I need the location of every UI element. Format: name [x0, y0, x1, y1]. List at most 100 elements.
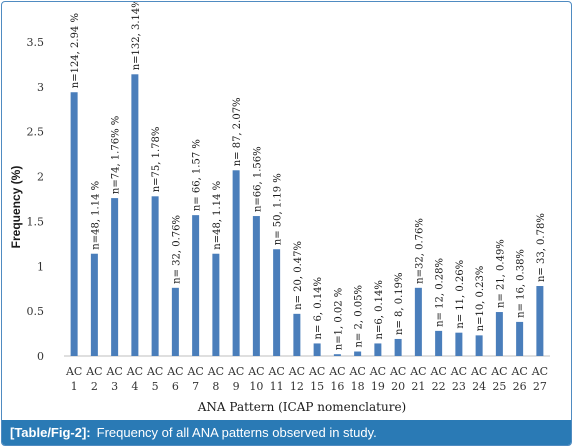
- x-tick-label: AC: [267, 365, 284, 378]
- bar: [252, 216, 260, 356]
- x-tick-number: 9: [233, 380, 240, 393]
- bar: [171, 287, 179, 356]
- x-tick-number: 18: [351, 380, 365, 393]
- data-label: n= 2, 0.05%: [354, 285, 365, 348]
- data-label: n= 16, 0.38%: [516, 249, 527, 318]
- x-tick-label: AC: [247, 365, 264, 378]
- bar: [273, 249, 281, 356]
- bar: [536, 286, 544, 356]
- x-tick-label: AC: [470, 365, 487, 378]
- bar: [354, 351, 362, 356]
- y-tick-label: 0.5: [27, 305, 45, 318]
- x-tick-number: 3: [111, 380, 118, 393]
- x-tick-label: AC: [166, 365, 183, 378]
- x-tick-label: AC: [227, 365, 244, 378]
- bar: [90, 253, 98, 356]
- x-tick-label: AC: [510, 365, 527, 378]
- data-label: n=124, 2.94 %: [70, 13, 81, 88]
- y-tick-label: 1: [37, 260, 44, 273]
- x-tick-label: AC: [186, 365, 203, 378]
- data-label: n= 87, 2.07%: [232, 97, 243, 166]
- data-label: n=48, 1.14 %: [90, 181, 101, 250]
- x-tick-number: 8: [212, 380, 219, 393]
- bar: [516, 321, 524, 356]
- x-tick-number: 15: [310, 380, 324, 393]
- x-tick-number: 21: [411, 380, 425, 393]
- x-tick-number: 27: [533, 380, 547, 393]
- x-tick-label: AC: [65, 365, 82, 378]
- x-tick-label: AC: [389, 365, 406, 378]
- data-label: n=75, 1.78%: [151, 127, 162, 193]
- x-tick-label: AC: [450, 365, 467, 378]
- bar: [475, 335, 483, 356]
- caption-text: Frequency of all ANA patterns observed i…: [96, 425, 377, 440]
- bar-chart: 0 0.5 1 1.5 2 2.5 3 3.5 n=124, 2.94 % n=48, 1.14…: [9, 2, 550, 414]
- data-label: n=66, 1.56%: [252, 146, 263, 212]
- bar: [374, 343, 382, 356]
- x-tick-number: 23: [452, 380, 466, 393]
- bar: [333, 354, 341, 356]
- x-tick-number: 26: [513, 380, 527, 393]
- data-label: n= 6, 0.14%: [313, 277, 324, 340]
- x-tick-number: 19: [371, 380, 385, 393]
- data-label: n=1, 0.02 %: [333, 288, 344, 351]
- bar: [293, 313, 301, 356]
- data-label: n= 32, 0.76%: [171, 215, 182, 284]
- bar: [212, 253, 220, 356]
- x-tick-number: 11: [270, 380, 284, 393]
- x-tick-number: 22: [432, 380, 446, 393]
- data-label: n= 20, 0.47%: [293, 241, 304, 310]
- x-tick-number: 25: [492, 380, 506, 393]
- data-label: n=10, 0.23%: [475, 266, 486, 332]
- bar: [70, 92, 78, 357]
- bar: [414, 287, 422, 356]
- bar: [192, 215, 200, 356]
- x-tick-number: 1: [71, 380, 78, 393]
- data-label: n=6, 0.14%: [374, 280, 385, 339]
- x-tick-number: 20: [391, 380, 405, 393]
- bar: [111, 198, 119, 356]
- x-tick-number: 2: [91, 380, 98, 393]
- bar: [313, 343, 321, 356]
- bar: [394, 338, 402, 356]
- y-tick-label: 0: [37, 350, 44, 363]
- y-tick-label: 2.5: [27, 126, 45, 139]
- x-tick-label: AC: [288, 365, 305, 378]
- data-label: n= 12, 0.28%: [435, 258, 446, 327]
- x-tick-label: AC: [308, 365, 325, 378]
- x-tick-number: 10: [249, 380, 263, 393]
- x-tick-label: AC: [429, 365, 446, 378]
- y-tick-label: 2: [37, 171, 44, 184]
- y-tick-label: 1.5: [27, 215, 45, 228]
- data-label: n= 21, 0.49%: [495, 239, 506, 308]
- data-label: n= 66, 1.57 %: [192, 139, 203, 211]
- x-tick-label: AC: [328, 365, 345, 378]
- x-tick-number: 12: [290, 380, 304, 393]
- x-tick-label: AC: [146, 365, 163, 378]
- y-tick-label: 3.5: [27, 36, 45, 49]
- data-label: n=48, 1.14 %: [212, 181, 223, 250]
- data-label: n=74, 1.76% %: [111, 116, 122, 194]
- x-tick-label: AC: [369, 365, 386, 378]
- caption-bar: [Table/Fig-2]: Frequency of all ANA patt…: [2, 420, 571, 445]
- data-label: n=132, 3.14%: [131, 2, 142, 70]
- data-label: n= 11, 0.26%: [455, 260, 466, 329]
- x-tick-label: AC: [490, 365, 507, 378]
- x-axis-label: ANA Pattern (ICAP nomenclature): [197, 400, 406, 414]
- data-label: n= 50, 1.19 %: [273, 173, 284, 245]
- y-axis-label: Frequency (%): [9, 166, 23, 249]
- x-tick-label: AC: [531, 365, 548, 378]
- x-tick-number: 5: [152, 380, 159, 393]
- caption-label: [Table/Fig-2]:: [10, 425, 91, 440]
- y-tick-label: 3: [37, 81, 44, 94]
- data-label: n= 8, 0.19%: [394, 272, 405, 335]
- x-tick-number: 4: [131, 380, 138, 393]
- x-tick-label: AC: [126, 365, 143, 378]
- x-tick-label: AC: [348, 365, 365, 378]
- x-tick-number: 16: [330, 380, 344, 393]
- bar: [131, 74, 139, 356]
- bar: [151, 196, 159, 356]
- data-label: n= 33, 0.78%: [536, 213, 547, 282]
- bar: [232, 170, 240, 356]
- x-tick-label: AC: [105, 365, 122, 378]
